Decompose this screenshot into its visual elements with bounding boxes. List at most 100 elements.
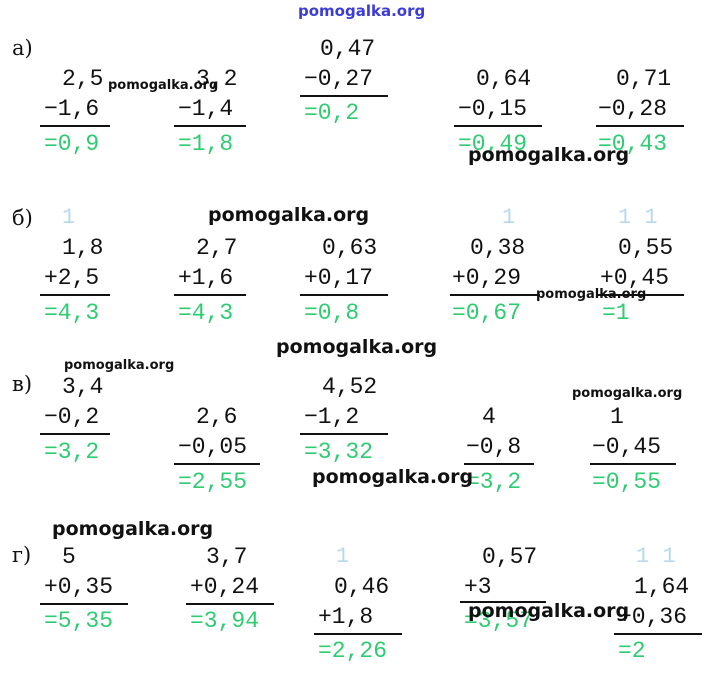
operand-top: 1 — [610, 404, 624, 430]
result: =0,8 — [304, 300, 360, 326]
operand-bottom: +0,17 — [304, 265, 374, 291]
section-label-g: г) — [12, 543, 32, 567]
operand-top: 1,8 — [62, 235, 104, 261]
operand-bottom: +0,29 — [452, 265, 522, 291]
operand-bottom: −1,6 — [44, 96, 100, 122]
carry-mark: 1 — [62, 205, 76, 230]
operand-bottom: −0,05 — [178, 434, 248, 460]
operand-top: 0,55 — [618, 235, 674, 261]
sum-line — [40, 294, 110, 296]
operand-bottom: −1,4 — [178, 96, 234, 122]
result: =2,55 — [178, 469, 248, 495]
watermark: pomogalka.org — [208, 204, 370, 226]
result: =1 — [602, 300, 630, 326]
operand-bottom: +0,35 — [44, 574, 114, 600]
sum-line — [460, 601, 546, 603]
operand-top: 0,71 — [616, 66, 672, 92]
operand-top: 3,4 — [62, 374, 104, 400]
result: =4,3 — [178, 300, 234, 326]
result: =1,8 — [178, 131, 234, 157]
operand-top: 0,46 — [334, 574, 390, 600]
sum-line — [300, 95, 388, 97]
watermark: pomogalka.org — [52, 518, 214, 540]
watermark: pomogalka.org — [468, 600, 630, 622]
operand-bottom: −0,15 — [458, 96, 528, 122]
operand-top: 4 — [482, 404, 496, 430]
result: =5,35 — [44, 608, 114, 634]
watermark: pomogalka.org — [468, 144, 630, 166]
result: =3,32 — [304, 439, 374, 465]
result: =2,26 — [318, 638, 388, 664]
operand-bottom: +0,36 — [618, 604, 688, 630]
operand-bottom: −0,27 — [304, 66, 374, 92]
carry-mark: 1 1 — [618, 205, 658, 230]
section-label-v: в) — [12, 372, 33, 396]
operand-top: 1,64 — [634, 574, 690, 600]
sum-line — [464, 463, 534, 465]
operand-top: 3,7 — [206, 544, 248, 570]
operand-top: 5 — [62, 544, 76, 570]
operand-bottom: +0,24 — [190, 574, 260, 600]
sum-line — [450, 294, 540, 296]
result: =0,2 — [304, 100, 360, 126]
operand-bottom: −0,8 — [466, 434, 522, 460]
sum-line — [596, 125, 684, 127]
watermark: pomogalka.org — [64, 358, 175, 373]
operand-top: 3,2 — [196, 66, 238, 92]
sum-line — [590, 463, 676, 465]
sum-line — [454, 125, 542, 127]
operand-top: 0,57 — [482, 544, 538, 570]
operand-bottom: −0,45 — [592, 434, 662, 460]
operand-top: 0,64 — [476, 66, 532, 92]
sum-line — [186, 603, 274, 605]
carry-mark: 1 — [502, 205, 516, 230]
operand-top: 2,5 — [62, 66, 104, 92]
result: =3,57 — [464, 608, 534, 634]
result: =0,49 — [458, 131, 528, 157]
result: =2 — [618, 638, 646, 664]
result: =0,55 — [592, 469, 662, 495]
sum-line — [174, 125, 246, 127]
sum-line — [40, 125, 110, 127]
operand-bottom: +0,45 — [600, 265, 670, 291]
result: =0,9 — [44, 131, 100, 157]
sum-line — [174, 294, 246, 296]
sum-line — [598, 294, 684, 296]
sum-line — [174, 463, 260, 465]
sum-line — [314, 633, 402, 635]
operand-bottom: −0,2 — [44, 404, 100, 430]
watermark: pomogalka.org — [536, 287, 647, 302]
carry-mark: 1 — [336, 544, 350, 569]
operand-top: 4,52 — [322, 374, 378, 400]
result: =3,94 — [190, 608, 260, 634]
result: =0,67 — [452, 300, 522, 326]
operand-bottom: +2,5 — [44, 265, 100, 291]
sum-line — [40, 433, 110, 435]
sum-line — [40, 603, 128, 605]
result: =3,2 — [44, 439, 100, 465]
operand-bottom: +3 — [464, 574, 492, 600]
operand-top: 0,47 — [320, 36, 376, 62]
watermark: pomogalka.org — [572, 386, 683, 401]
watermark-top: pomogalka.org — [298, 2, 426, 20]
operand-bottom: +1,8 — [318, 604, 374, 630]
section-label-b: б) — [12, 206, 33, 230]
carry-mark: 1 1 — [636, 544, 676, 569]
operand-bottom: +1,6 — [178, 265, 234, 291]
sum-line — [300, 294, 388, 296]
operand-bottom: −1,2 — [304, 404, 360, 430]
sum-line — [614, 633, 702, 635]
watermark: pomogalka.org — [108, 78, 219, 93]
result: =4,3 — [44, 300, 100, 326]
result: =3,2 — [466, 469, 522, 495]
sum-line — [300, 433, 388, 435]
watermark: pomogalka.org — [276, 336, 438, 358]
result: =0,43 — [598, 131, 668, 157]
operand-bottom: −0,28 — [598, 96, 668, 122]
section-label-a: а) — [12, 36, 33, 60]
operand-top: 2,6 — [196, 404, 238, 430]
watermark: pomogalka.org — [312, 466, 474, 488]
operand-top: 0,38 — [470, 235, 526, 261]
operand-top: 2,7 — [196, 235, 238, 261]
